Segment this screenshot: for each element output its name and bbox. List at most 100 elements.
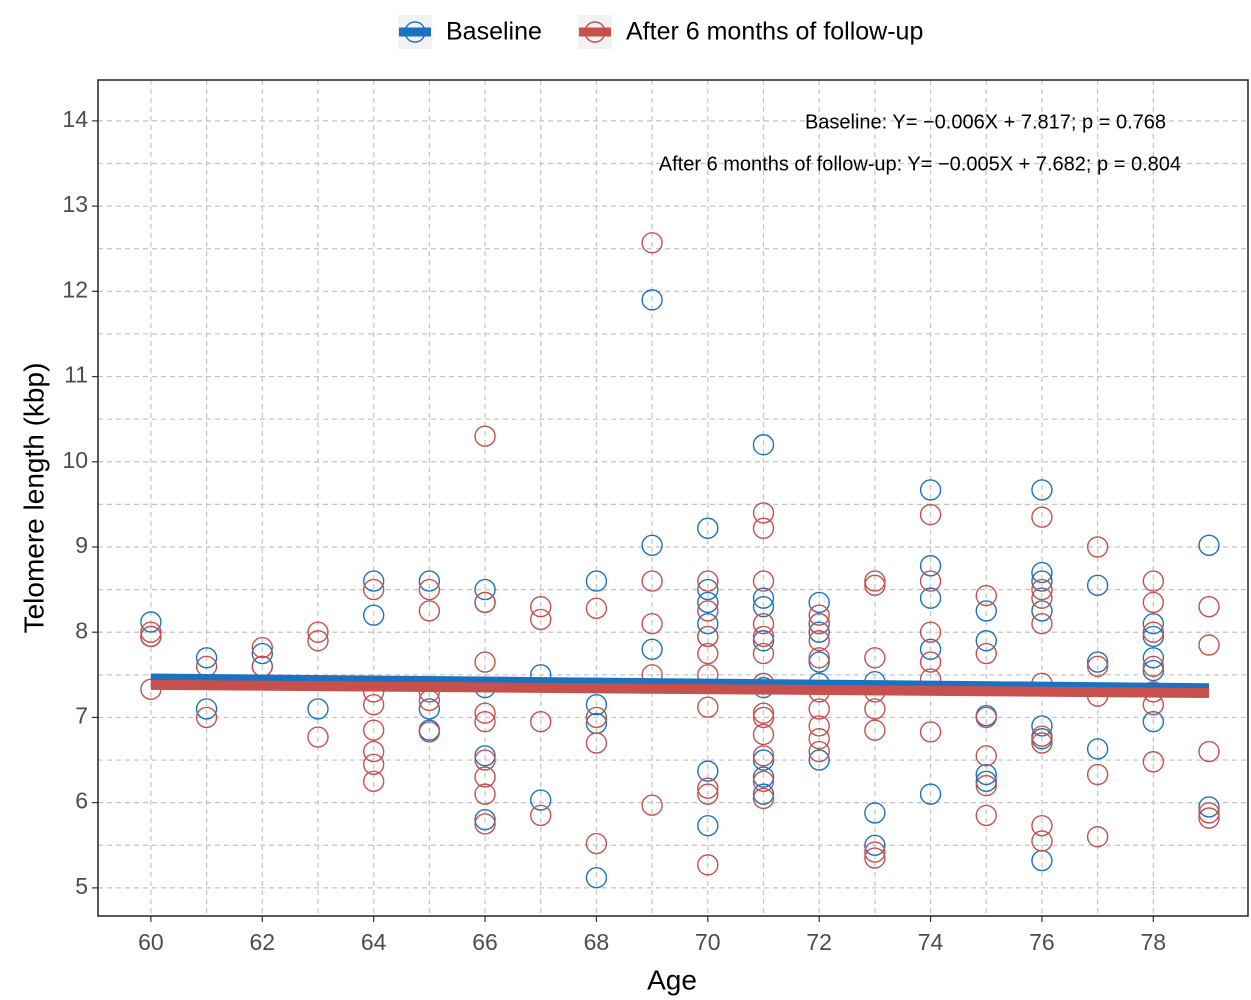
point xyxy=(641,289,663,311)
point xyxy=(697,783,719,805)
point xyxy=(140,625,162,648)
point xyxy=(1142,711,1165,733)
point xyxy=(752,766,775,788)
point xyxy=(362,693,385,716)
point xyxy=(585,732,608,754)
point xyxy=(1031,561,1053,584)
point xyxy=(697,612,719,635)
panel-border xyxy=(97,79,1249,917)
point xyxy=(1142,659,1165,682)
point xyxy=(530,711,552,733)
point xyxy=(919,479,942,501)
point xyxy=(195,698,218,720)
point xyxy=(307,726,329,748)
point xyxy=(362,604,385,626)
point xyxy=(975,774,997,797)
point xyxy=(362,770,385,793)
x-tick-label: 62 xyxy=(249,929,275,955)
point xyxy=(418,698,441,720)
annotation: After 6 months of follow-up: Y= −0.005X … xyxy=(659,153,1181,175)
point xyxy=(140,611,162,633)
point xyxy=(1198,796,1220,818)
point xyxy=(1031,578,1053,601)
point xyxy=(362,753,385,776)
point xyxy=(474,749,496,771)
point xyxy=(808,749,830,771)
point xyxy=(919,555,942,577)
x-tick-label: 76 xyxy=(1029,929,1055,955)
point xyxy=(530,608,552,631)
point xyxy=(697,777,719,799)
point xyxy=(697,696,719,718)
point xyxy=(808,715,830,737)
point xyxy=(1031,570,1053,592)
legend-label: After 6 months of follow-up xyxy=(626,18,923,46)
point xyxy=(307,630,329,652)
point xyxy=(474,711,496,733)
point xyxy=(474,591,496,614)
point xyxy=(418,570,441,592)
point xyxy=(1086,763,1109,786)
point xyxy=(697,625,719,648)
x-tick-label: 66 xyxy=(472,929,498,955)
point xyxy=(975,706,997,729)
point xyxy=(585,597,608,620)
point xyxy=(808,604,830,626)
point xyxy=(697,814,719,837)
point xyxy=(474,783,496,805)
point xyxy=(752,625,775,648)
point xyxy=(1086,826,1109,848)
point xyxy=(752,434,775,456)
y-tick-label: 10 xyxy=(62,447,88,473)
point xyxy=(864,847,886,869)
point xyxy=(251,642,273,665)
point xyxy=(418,600,441,622)
point xyxy=(474,702,496,724)
point xyxy=(975,642,997,665)
point xyxy=(919,638,942,660)
x-tick-label: 64 xyxy=(361,929,387,955)
point xyxy=(752,502,775,524)
point xyxy=(752,706,775,729)
x-tick-label: 72 xyxy=(806,929,832,955)
point xyxy=(418,721,441,743)
point xyxy=(1142,591,1165,614)
point xyxy=(641,638,663,660)
point xyxy=(1031,715,1053,737)
x-tick-label: 70 xyxy=(695,929,721,955)
point xyxy=(808,630,830,652)
point xyxy=(641,612,663,635)
point xyxy=(530,789,552,811)
point xyxy=(975,584,997,607)
point xyxy=(864,841,886,863)
y-tick-label: 5 xyxy=(75,873,88,899)
point xyxy=(362,570,385,592)
point xyxy=(1142,570,1165,592)
point xyxy=(752,595,775,618)
point xyxy=(752,702,775,724)
y-tick-label: 14 xyxy=(62,106,88,132)
point xyxy=(752,517,775,539)
point xyxy=(697,591,719,614)
point xyxy=(307,621,329,643)
point xyxy=(752,642,775,665)
point xyxy=(474,766,496,788)
point xyxy=(474,745,496,767)
point xyxy=(1031,612,1053,635)
point xyxy=(752,787,775,810)
point xyxy=(864,802,886,824)
point xyxy=(474,813,496,835)
point xyxy=(1086,738,1109,760)
point xyxy=(752,630,775,652)
point xyxy=(697,570,719,592)
y-axis-label: Telomere length (kbp) xyxy=(18,363,49,634)
y-tick-label: 11 xyxy=(64,362,88,388)
point xyxy=(752,745,775,767)
point xyxy=(697,578,719,601)
point xyxy=(975,745,997,767)
x-tick-label: 74 xyxy=(918,929,944,955)
point xyxy=(864,570,886,592)
y-tick-label: 9 xyxy=(75,532,88,558)
regression-line xyxy=(150,673,1210,694)
point xyxy=(919,651,942,673)
